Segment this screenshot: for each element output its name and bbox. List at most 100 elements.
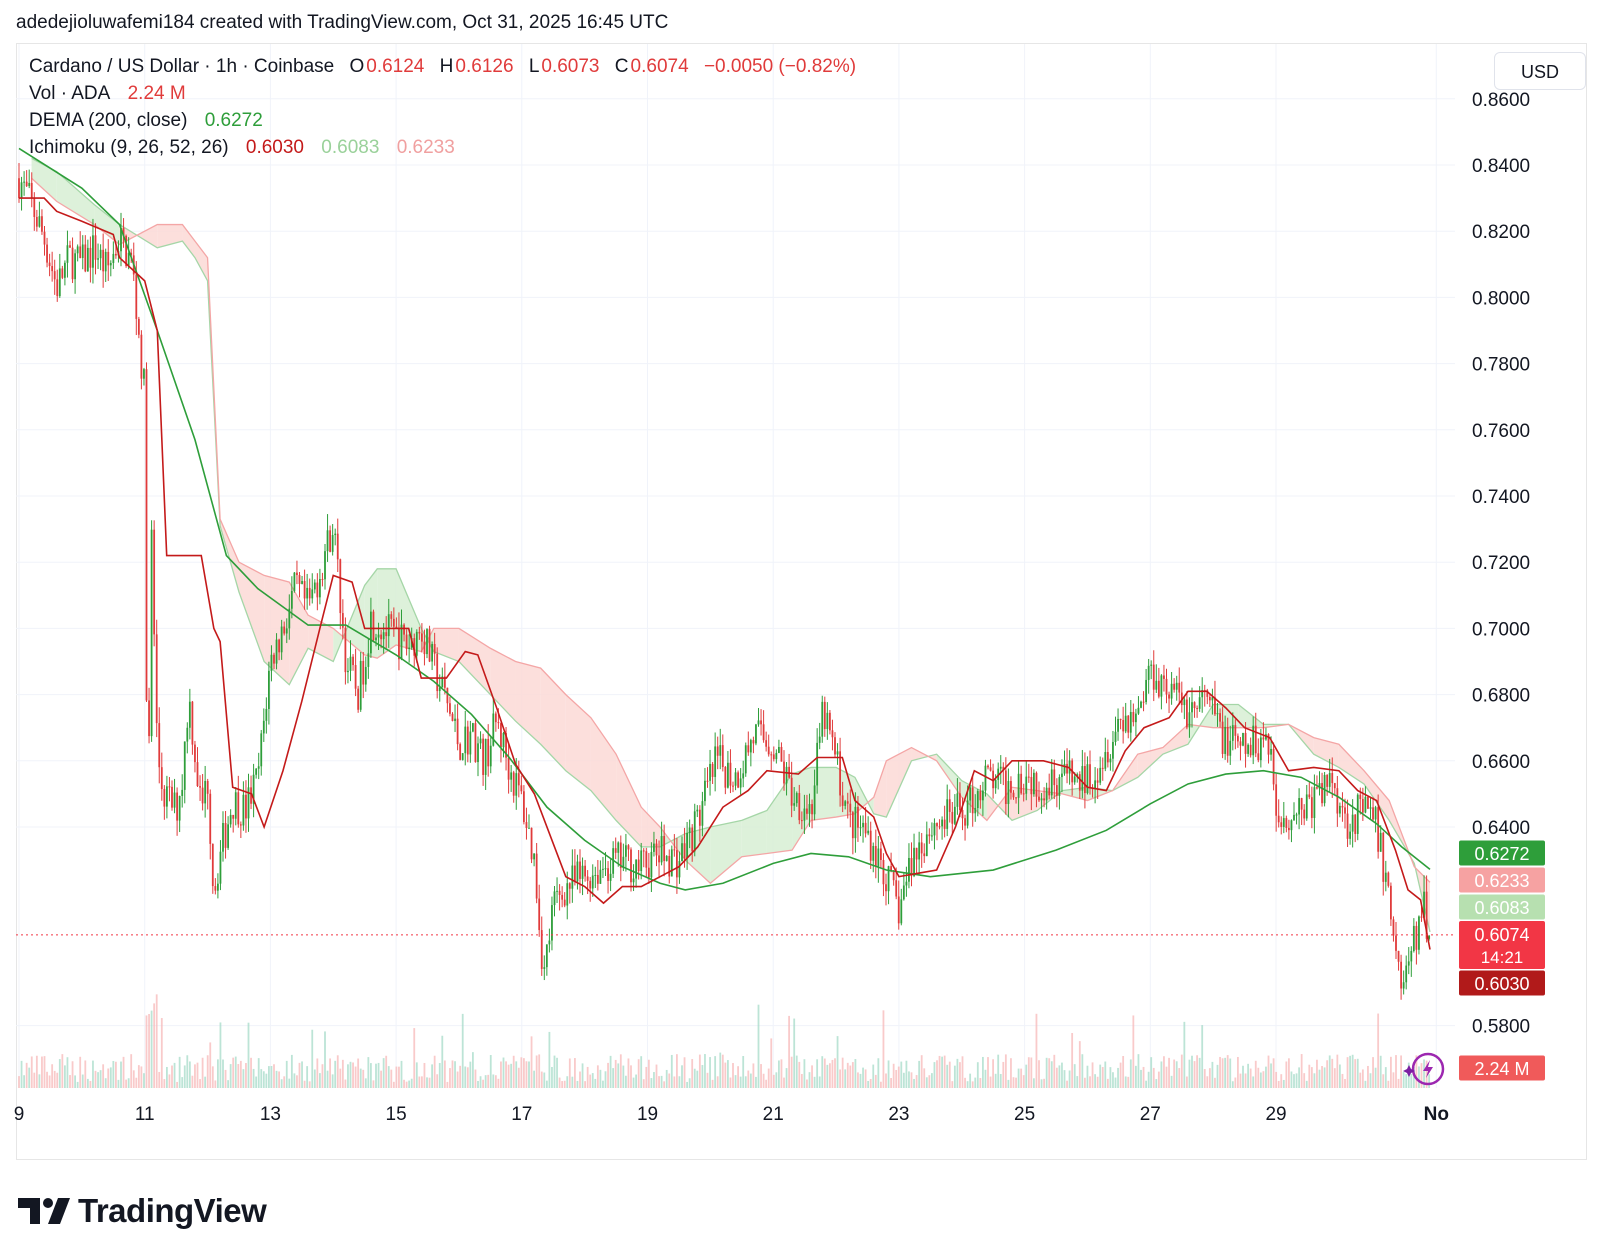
volume-bar bbox=[1349, 1055, 1351, 1088]
volume-bar bbox=[1068, 1070, 1071, 1088]
volume-bar bbox=[902, 1072, 905, 1088]
lightning-bolt bbox=[1423, 1060, 1433, 1078]
volume-bar bbox=[951, 1081, 954, 1088]
time-tick-label: 23 bbox=[888, 1104, 909, 1125]
candle-body bbox=[1119, 718, 1122, 721]
volume-bar bbox=[1216, 1064, 1219, 1088]
volume-bar bbox=[910, 1072, 913, 1088]
time-tick-label: 25 bbox=[1014, 1104, 1035, 1125]
volume-bar bbox=[818, 1076, 821, 1088]
candle-body bbox=[1369, 807, 1372, 809]
candle-body bbox=[806, 808, 808, 814]
cloud-segment bbox=[56, 171, 95, 225]
candle-body bbox=[290, 590, 293, 609]
volume-bar bbox=[1229, 1058, 1232, 1088]
volume-bar bbox=[382, 1058, 385, 1088]
candle-body bbox=[250, 787, 252, 804]
volume-bar bbox=[1106, 1078, 1109, 1088]
candle-body bbox=[1186, 699, 1188, 728]
volume-bar bbox=[1193, 1061, 1196, 1088]
candle-body bbox=[897, 896, 900, 924]
candle-body bbox=[602, 868, 604, 870]
candle-body bbox=[23, 181, 25, 183]
ichimoku-label: Ichimoku (9, 26, 52, 26) bbox=[29, 137, 229, 158]
tradingview-logo[interactable]: TradingView bbox=[18, 1192, 267, 1229]
volume-bar bbox=[130, 1054, 133, 1088]
symbol-title[interactable]: Cardano / US Dollar · 1h · Coinbase bbox=[29, 56, 335, 77]
volume-bar bbox=[543, 1072, 546, 1088]
volume-bar bbox=[1045, 1057, 1048, 1088]
candle-body bbox=[477, 743, 479, 763]
ichimoku-base-value: 0.6083 bbox=[321, 137, 380, 158]
candle-body bbox=[313, 582, 316, 590]
volume-bar bbox=[551, 1067, 553, 1088]
volume-bar bbox=[507, 1064, 510, 1088]
volume-bar bbox=[1298, 1067, 1300, 1088]
candle-body bbox=[696, 809, 699, 812]
volume-bar bbox=[558, 1077, 561, 1088]
candle-body bbox=[1318, 783, 1321, 789]
candle-body bbox=[1089, 764, 1091, 789]
candle-body bbox=[545, 944, 548, 968]
legend-dema-row[interactable]: DEMA (200, close) 0.6272 bbox=[29, 110, 265, 132]
volume-bar bbox=[775, 1072, 778, 1088]
candle-body bbox=[836, 751, 839, 755]
candle-body bbox=[992, 770, 994, 789]
volume-bar bbox=[767, 1068, 770, 1088]
candle-body bbox=[938, 826, 941, 828]
cloud-segment bbox=[182, 224, 195, 258]
volume-bar bbox=[1015, 1077, 1017, 1088]
candle-body bbox=[803, 808, 806, 821]
volume-bar bbox=[556, 1057, 558, 1088]
candle-body bbox=[778, 746, 780, 753]
close-value: 0.6074 bbox=[630, 56, 689, 77]
candle-body bbox=[734, 772, 737, 786]
volume-bar bbox=[520, 1057, 523, 1088]
candle-body bbox=[994, 779, 997, 789]
candle-body bbox=[1379, 832, 1382, 852]
candle-body bbox=[219, 851, 222, 884]
volume-bar bbox=[1147, 1071, 1150, 1088]
candle-body bbox=[627, 845, 630, 850]
volume-bar bbox=[647, 1059, 650, 1088]
candle-body bbox=[58, 268, 61, 297]
candle-body bbox=[857, 806, 859, 828]
volume-bar bbox=[1160, 1061, 1163, 1088]
volume-bar bbox=[1091, 1062, 1094, 1088]
currency-button[interactable]: USD bbox=[1494, 52, 1586, 90]
volume-bar bbox=[525, 1061, 528, 1088]
candle-body bbox=[38, 216, 41, 227]
volume-bar bbox=[255, 1076, 258, 1088]
volume-bar bbox=[155, 994, 158, 1088]
legend-ichimoku-row[interactable]: Ichimoku (9, 26, 52, 26) 0.6030 0.6083 0… bbox=[29, 137, 457, 159]
volume-bar bbox=[443, 1060, 446, 1088]
volume-bar bbox=[1208, 1068, 1211, 1088]
candle-body bbox=[306, 587, 309, 599]
volume-bar bbox=[1316, 1059, 1318, 1088]
volume-bar bbox=[1175, 1061, 1178, 1088]
legend-volume-row[interactable]: Vol · ADA 2.24 M bbox=[29, 83, 188, 105]
candle-body bbox=[548, 940, 551, 945]
volume-bar bbox=[625, 1075, 627, 1088]
candle-body bbox=[242, 794, 245, 826]
candle-body bbox=[1397, 950, 1400, 962]
volume-bar bbox=[211, 1066, 214, 1088]
candle-body bbox=[1160, 675, 1163, 697]
candle-body bbox=[706, 780, 709, 782]
candle-body bbox=[500, 723, 502, 748]
volume-bar bbox=[28, 1067, 31, 1088]
time-tick-label: 13 bbox=[260, 1104, 281, 1125]
cloud-segment bbox=[741, 810, 767, 857]
volume-bar bbox=[109, 1067, 112, 1088]
candle-body bbox=[1415, 925, 1418, 950]
volume-bar bbox=[1356, 1058, 1359, 1088]
volume-bar bbox=[727, 1060, 729, 1088]
volume-bar bbox=[1384, 1067, 1387, 1088]
volume-bar bbox=[1061, 1062, 1063, 1088]
volume-bar bbox=[530, 1036, 533, 1088]
lightning-ring bbox=[1411, 1052, 1445, 1086]
time-tick-label: 21 bbox=[763, 1104, 784, 1125]
lightning-bolt-icon[interactable] bbox=[1403, 1052, 1445, 1086]
candle-body bbox=[579, 861, 581, 879]
